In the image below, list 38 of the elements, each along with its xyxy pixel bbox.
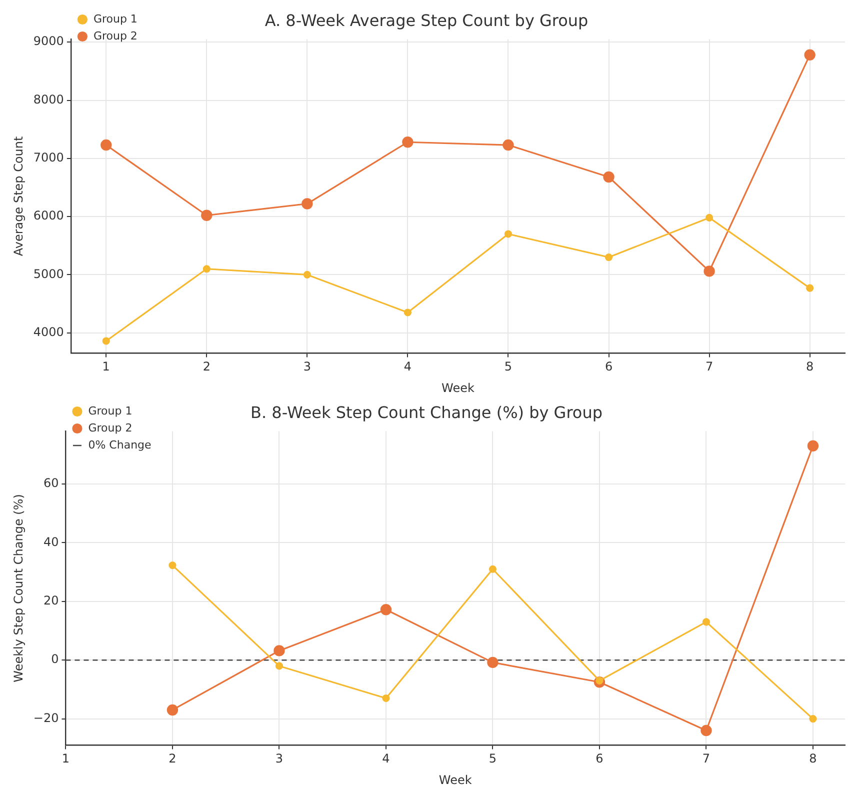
x-tick-label: 6 [604,360,613,374]
legend-label: 0% Change [88,438,152,452]
x-tick-label: 8 [809,752,817,766]
y-tick-label: 0 [51,652,59,666]
y-tick-label: 6000 [33,208,64,223]
legend-label: Group 2 [93,29,138,42]
y-tick-label: 9000 [33,34,64,48]
x-tick-label: 6 [596,752,604,766]
x-tick-label: 7 [705,360,714,374]
y-axis-title: Average Step Count [11,136,26,256]
legend-label: Group 1 [93,12,138,26]
legend-label: Group 2 [88,421,132,434]
x-tick-label: 5 [504,360,512,374]
chart-title: A. 8-Week Average Step Count by Group [264,10,588,30]
y-tick-label: −20 [33,710,59,725]
x-axis-title: Week [438,772,472,787]
x-tick-label: 4 [382,752,390,766]
y-tick-label: 8000 [33,92,64,106]
y-tick-label: 40 [43,534,59,549]
x-tick-label: 8 [806,360,814,374]
x-axis-title: Week [442,380,474,395]
x-tick-label: 7 [702,752,710,766]
y-axis-title: Weekly Step Count Change (%) [11,494,26,682]
legend-label: Group 1 [88,404,132,418]
y-tick-label: 5000 [33,266,64,281]
x-tick-label: 1 [102,360,110,374]
x-tick-label: 4 [404,360,412,374]
y-tick-label: 7000 [33,150,64,165]
x-tick-label: 3 [303,360,311,374]
y-tick-label: 60 [43,476,59,490]
x-tick-label: 1 [62,752,70,766]
x-tick-label: 5 [488,752,497,766]
x-tick-label: 2 [168,752,176,766]
x-tick-label: 2 [202,360,210,374]
chart-title: B. 8-Week Step Count Change (%) by Group [250,402,603,422]
y-tick-label: 4000 [33,324,64,339]
y-tick-label: 20 [43,594,59,608]
x-tick-label: 3 [275,752,284,766]
